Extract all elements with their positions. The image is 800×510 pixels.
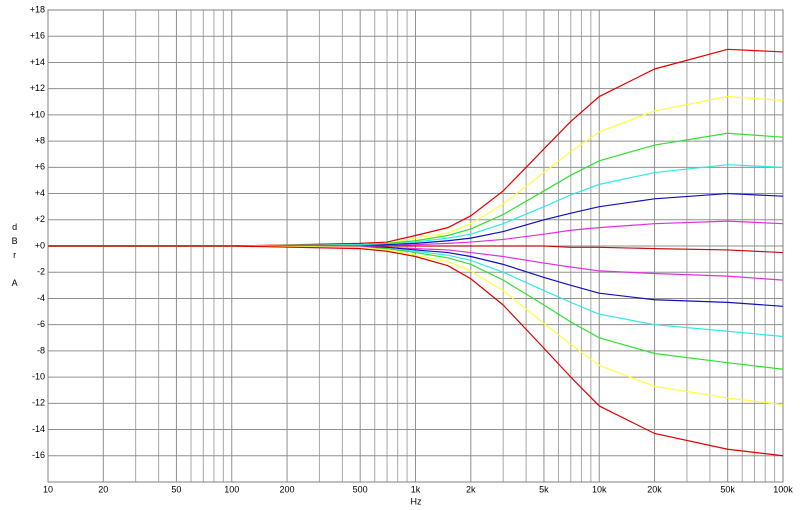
line-series [48,245,784,281]
y-tick-label: -4 [37,293,45,303]
y-tick-label: -12 [32,398,45,408]
y-tick-label: -8 [37,345,45,355]
y-tick-label: -6 [37,319,45,329]
y-tick-label: -14 [32,424,45,434]
line-series [48,245,784,406]
y-tick-label: -2 [37,267,45,277]
y-tick-label: -10 [32,371,45,381]
x-tick-label: 100k [773,484,793,494]
line-series [48,245,784,457]
y-tick-label: -16 [32,450,45,460]
x-tick-label: 10k [592,484,607,494]
y-tick-label: +16 [30,31,45,41]
x-tick-label: 50k [720,484,735,494]
line-series [48,164,784,247]
line-series [48,48,784,247]
y-tick-label: +6 [35,162,45,172]
x-tick-label: 10 [43,484,53,494]
x-tick-label: 50 [171,484,181,494]
x-axis-label: Hz [411,496,422,506]
x-tick-label: 2k [466,484,476,494]
y-tick-label: +4 [35,188,45,198]
y-tick-label: +14 [30,57,45,67]
x-tick-label: 1k [411,484,421,494]
y-tick-label: +10 [30,109,45,119]
y-tick-label: +2 [35,214,45,224]
y-tick-label: +8 [35,135,45,145]
y-tick-label: +12 [30,83,45,93]
x-tick-label: 5k [539,484,549,494]
x-tick-label: 20k [647,484,662,494]
x-tick-label: 100 [224,484,239,494]
x-tick-label: 20 [98,484,108,494]
y-tick-label: +18 [30,4,45,14]
y-axis-label: dBr A [10,222,20,292]
x-tick-label: 500 [353,484,368,494]
x-tick-label: 200 [280,484,295,494]
y-tick-label: +0 [35,240,45,250]
